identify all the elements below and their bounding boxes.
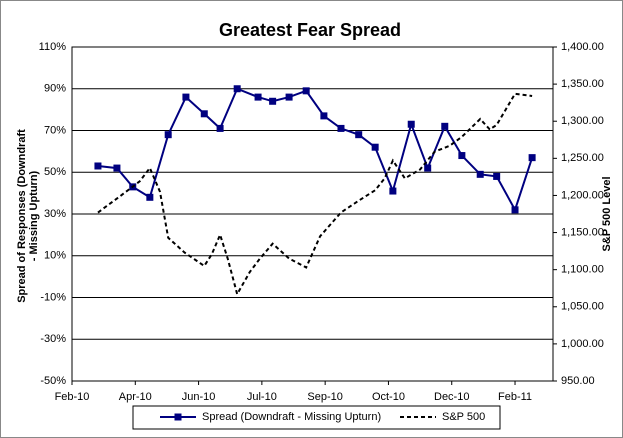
data-point [146,193,154,201]
x-tick-label: Sep-10 [307,391,342,403]
y-tick-label: -10% [40,291,66,303]
data-point [371,143,379,151]
y2-tick-label: 1,350.00 [561,78,604,90]
y-tick-label: 50% [44,166,66,178]
data-point [441,122,449,130]
data-point [302,87,310,95]
y-tick-label: 30% [44,208,66,220]
data-point [320,112,328,120]
y2-tick-label: 1,000.00 [561,338,604,350]
y2-tick-label: 1,300.00 [561,115,604,127]
y-tick-label: 70% [44,124,66,136]
x-tick-label: Feb-10 [55,391,90,403]
data-point [233,85,241,93]
data-point [269,97,277,105]
data-point [113,164,121,172]
x-tick-label: Oct-10 [372,391,405,403]
data-point [164,131,172,139]
y2-tick-label: 1,100.00 [561,264,604,276]
data-point [355,131,363,139]
legend [132,405,501,430]
y2-tick-label: 1,250.00 [561,152,604,164]
data-point [337,124,345,132]
data-point [200,110,208,118]
data-point [216,124,224,132]
legend-marker [174,413,182,421]
data-point [407,120,415,128]
data-point [493,172,501,180]
chart-title: Greatest Fear Spread [219,20,401,40]
y-tick-label: 10% [44,250,66,262]
x-tick-label: Feb-11 [498,391,532,403]
data-point [528,154,536,162]
data-point [458,152,466,160]
y2-tick-label: 1,150.00 [561,226,604,238]
y-tick-label: -50% [40,375,66,387]
legend-label: S&P 500 [442,411,485,423]
x-tick-label: Apr-10 [119,391,152,403]
y2-tick-label: 1,200.00 [561,189,604,201]
y2-axis-label: S&P 500 Level [601,176,613,251]
x-tick-label: Jul-10 [247,391,277,403]
y2-tick-label: 1,050.00 [561,301,604,313]
y2-tick-label: 1,400.00 [561,41,604,53]
data-point [476,170,484,178]
data-point [389,187,397,195]
y2-tick-label: 950.00 [561,375,595,387]
y-axis-label: Spread of Responses (Downdraft - Missing… [16,129,40,303]
legend-label: Spread (Downdraft - Missing Upturn) [202,411,381,423]
series-line [97,92,533,297]
data-point [424,164,432,172]
x-tick-label: Dec-10 [434,391,469,403]
data-point [182,93,190,101]
data-point [285,93,293,101]
data-point [254,93,262,101]
data-point [511,206,519,214]
x-tick-label: Jun-10 [182,391,216,403]
y-tick-label: 110% [39,41,67,53]
series-line [97,87,534,213]
y-tick-label: -30% [40,333,66,345]
y-tick-label: 90% [44,83,66,95]
data-point [94,162,102,170]
